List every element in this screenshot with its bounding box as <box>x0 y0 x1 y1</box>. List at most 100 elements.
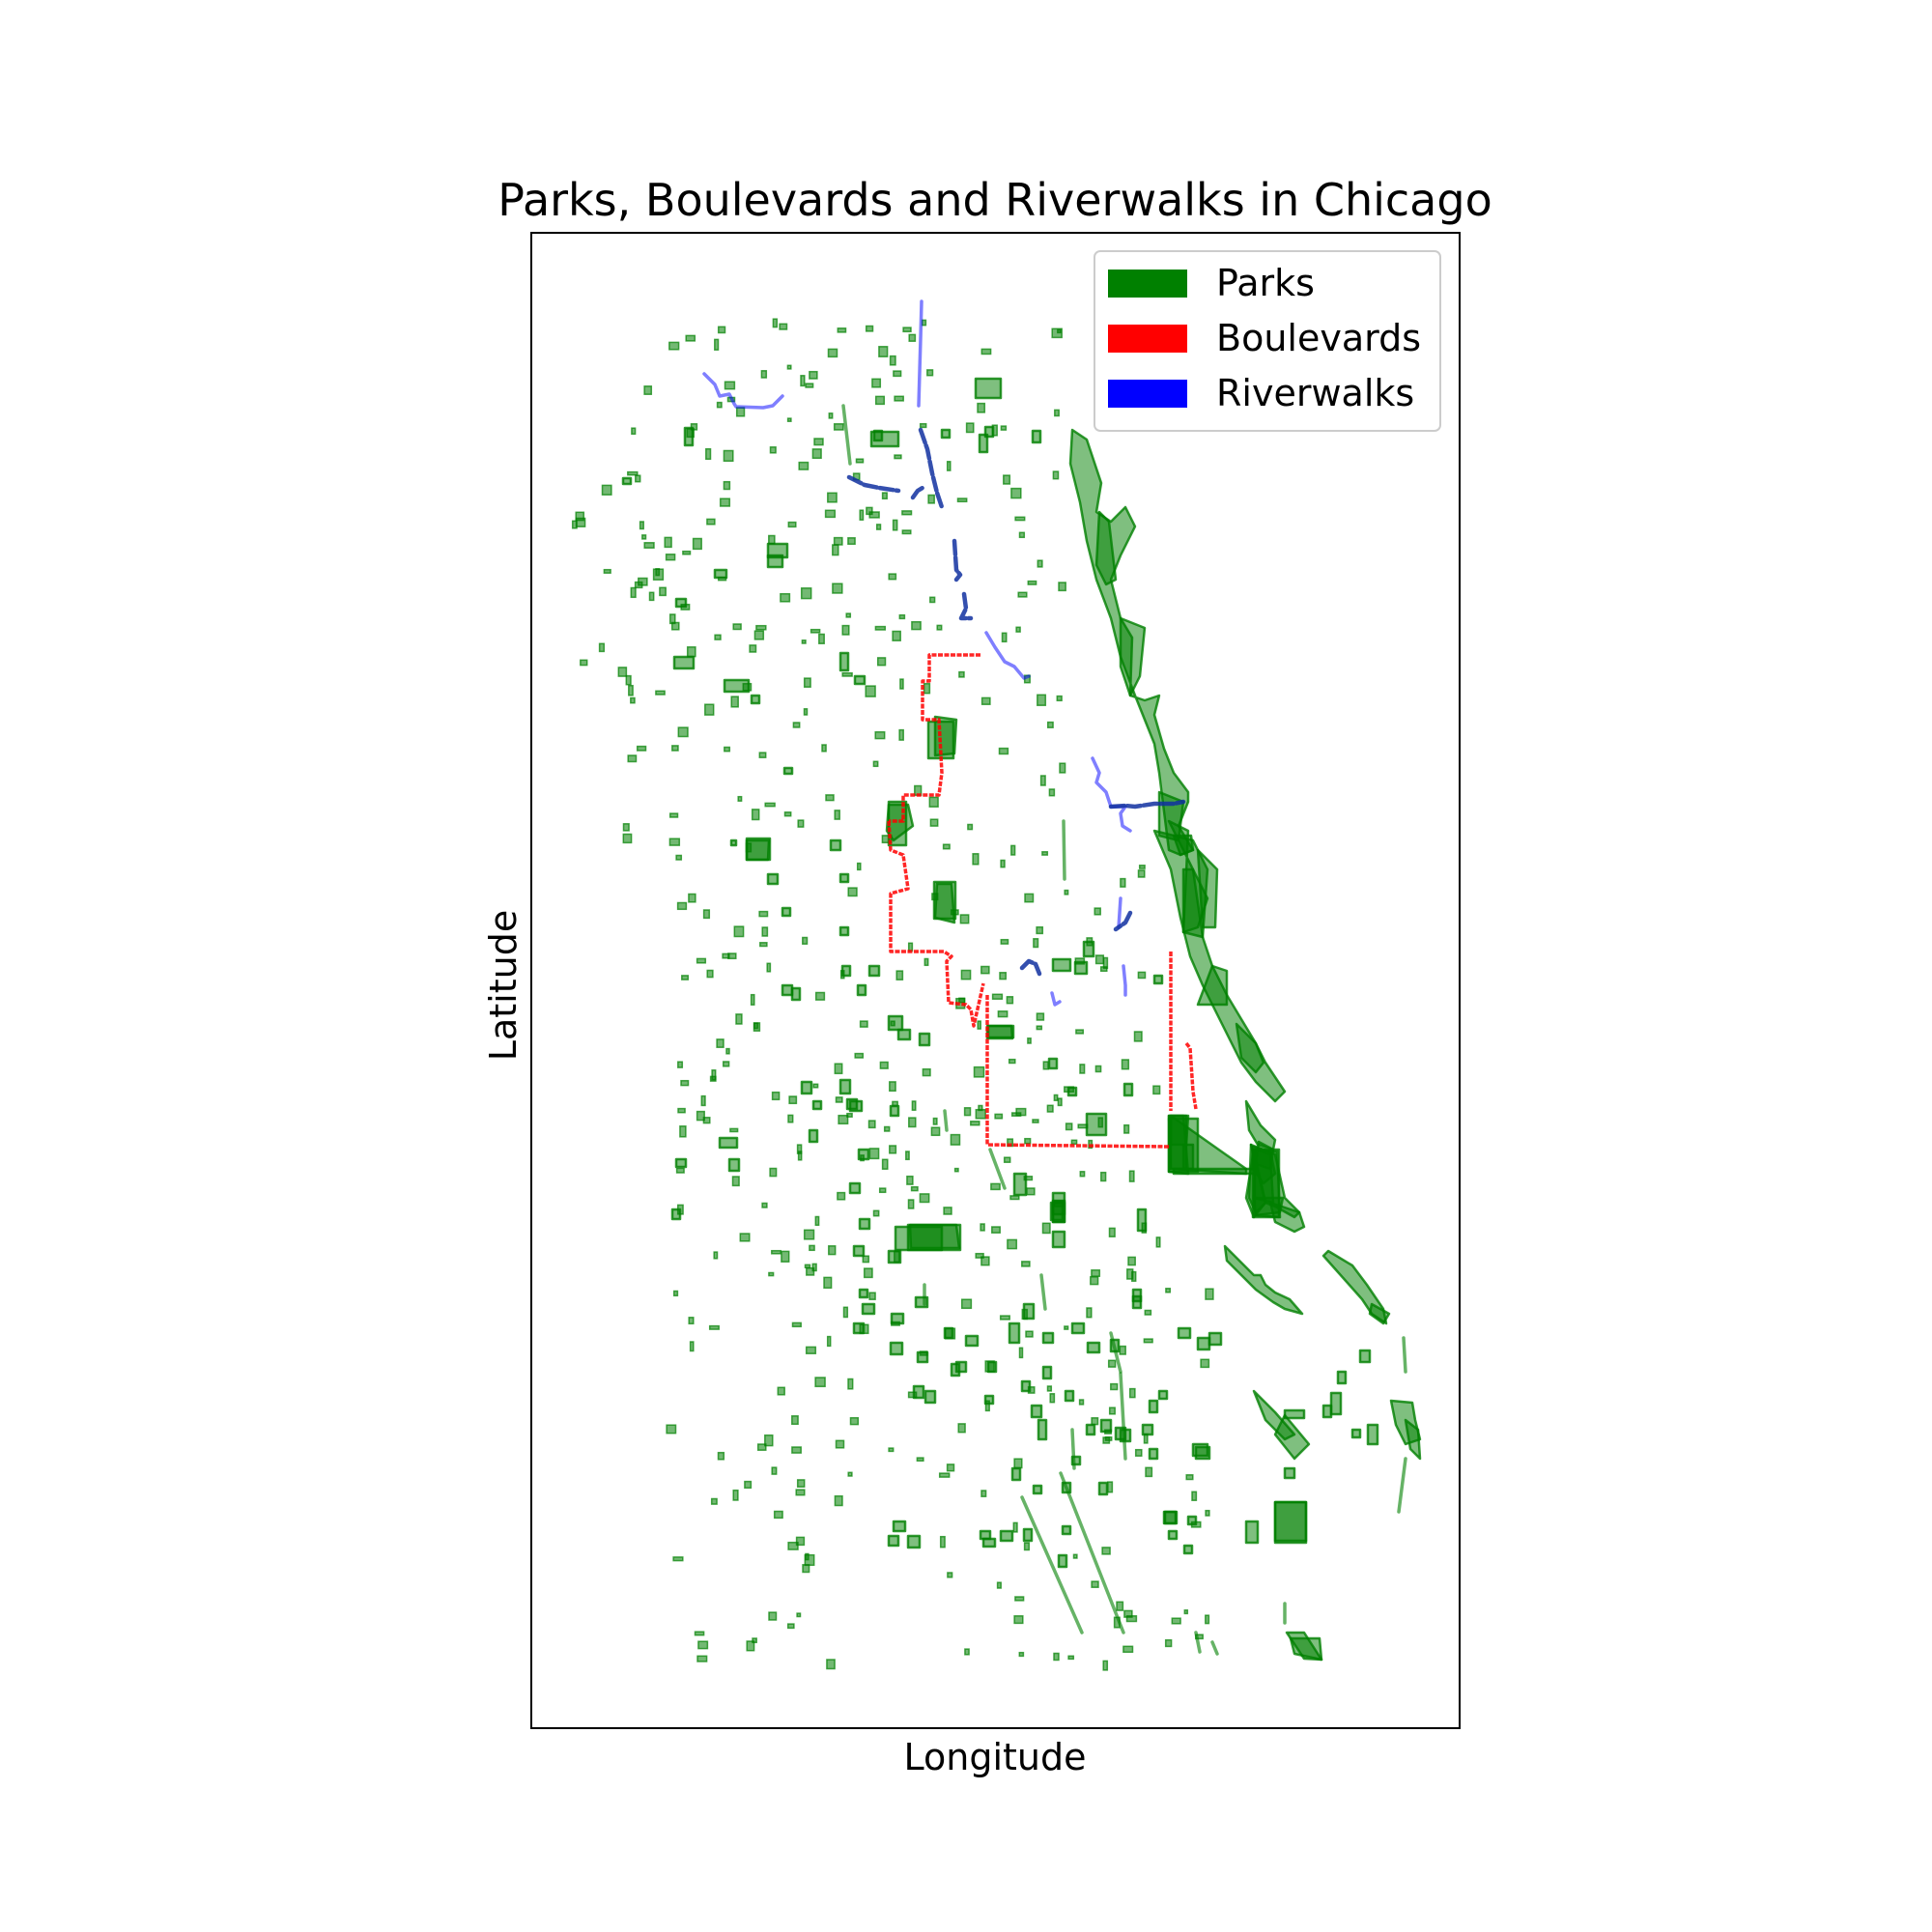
park-polygon <box>860 1154 865 1162</box>
park-polygon <box>1018 531 1026 539</box>
park-polygon <box>1122 1082 1134 1097</box>
park-polygon <box>856 862 862 871</box>
park-polygon <box>811 1099 823 1111</box>
park-polygon <box>1148 1399 1159 1414</box>
park-polygon <box>1041 1222 1051 1235</box>
park-polygon <box>892 630 901 641</box>
park-polygon <box>1064 1086 1075 1094</box>
park-polygon <box>773 1510 783 1520</box>
park-polygon <box>908 1223 961 1250</box>
park-polygon <box>984 1360 995 1373</box>
park-polygon <box>878 1187 887 1194</box>
park-polygon <box>1023 1176 1034 1181</box>
park-polygon <box>1119 616 1147 697</box>
park-polygon <box>823 1276 833 1290</box>
park-polygon <box>964 1648 970 1656</box>
park-polygon <box>635 474 641 483</box>
park-polygon <box>1086 1341 1101 1354</box>
park-polygon <box>677 1061 684 1068</box>
park-polygon <box>1074 957 1086 965</box>
park-polygon <box>1101 1547 1111 1555</box>
park-polygon <box>1027 580 1037 585</box>
park-polygon <box>783 811 792 817</box>
park-polygon <box>891 1321 900 1326</box>
park-polygon <box>998 747 1009 755</box>
park-polygon <box>1094 954 1105 965</box>
park-polygon <box>730 696 739 708</box>
park-polygon <box>627 470 639 476</box>
riverwalk-line <box>952 538 963 582</box>
park-polygon <box>622 833 633 844</box>
park-polygon <box>932 1117 938 1125</box>
park-polygon <box>702 909 711 920</box>
plot-frame <box>530 232 1461 1729</box>
park-polygon <box>970 1121 980 1126</box>
park-polygon <box>652 568 665 581</box>
legend-label-parks: Parks <box>1216 262 1315 304</box>
park-polygon <box>919 1350 928 1356</box>
park-polygon <box>716 1038 724 1048</box>
park-polygon <box>1001 632 1008 643</box>
park-polygon <box>682 550 692 555</box>
park-polygon <box>919 1193 930 1204</box>
park-polygon <box>896 1028 912 1041</box>
park-polygon <box>1037 694 1047 706</box>
park-polygon <box>910 1185 919 1192</box>
x-axis-label: Longitude <box>904 1736 1087 1778</box>
park-polygon <box>811 448 822 460</box>
park-polygon <box>1091 1417 1099 1426</box>
park-polygon <box>718 1136 739 1150</box>
park-polygon <box>960 1298 973 1310</box>
park-polygon <box>859 1020 868 1028</box>
riverwalk-line <box>918 427 945 510</box>
park-polygon <box>1123 1609 1133 1618</box>
park-polygon <box>978 433 989 454</box>
park-polygon <box>745 838 771 862</box>
park-polygon <box>1024 1137 1032 1145</box>
park-polygon <box>818 633 825 644</box>
park-strip <box>1039 1273 1047 1311</box>
park-polygon <box>907 942 914 952</box>
park-polygon <box>1078 1399 1085 1406</box>
park-polygon <box>929 818 939 827</box>
park-polygon <box>975 1108 986 1120</box>
park-polygon <box>867 1120 876 1129</box>
park-polygon <box>745 842 753 853</box>
park-polygon <box>1273 1500 1308 1543</box>
park-polygon <box>827 492 838 503</box>
park-polygon <box>922 1067 931 1077</box>
park-polygon <box>1141 1423 1154 1436</box>
park-polygon <box>1070 1139 1078 1146</box>
park-polygon <box>1041 1365 1053 1380</box>
park-polygon <box>1039 775 1046 786</box>
park-polygon <box>1018 1347 1024 1359</box>
park-polygon <box>859 509 865 521</box>
park-polygon <box>832 544 839 556</box>
park-polygon <box>984 1400 990 1412</box>
park-polygon <box>771 1091 781 1101</box>
park-polygon <box>1094 1065 1102 1073</box>
riverwalk-line <box>846 474 901 494</box>
boulevard-line <box>889 653 980 823</box>
park-polygon <box>1064 1389 1075 1403</box>
park-strip <box>1020 1495 1084 1634</box>
park-polygon <box>906 1175 914 1185</box>
park-polygon <box>809 1244 815 1252</box>
park-polygon <box>874 395 886 406</box>
park-polygon <box>797 819 805 828</box>
park-polygon <box>1030 1404 1043 1419</box>
park-polygon <box>894 395 904 402</box>
park-polygon <box>1013 1615 1024 1625</box>
park-polygon <box>985 1024 1014 1040</box>
park-polygon <box>1024 893 1035 903</box>
boulevard-line <box>985 995 1170 1149</box>
park-polygon <box>1182 1544 1194 1555</box>
park-polygon <box>1196 848 1219 929</box>
park-polygon <box>1195 1634 1204 1640</box>
park-polygon <box>622 823 630 832</box>
park-polygon <box>1003 474 1011 485</box>
park-polygon <box>655 690 666 696</box>
park-polygon <box>1127 1256 1136 1266</box>
park-polygon <box>942 843 951 850</box>
park-polygon <box>729 838 738 847</box>
